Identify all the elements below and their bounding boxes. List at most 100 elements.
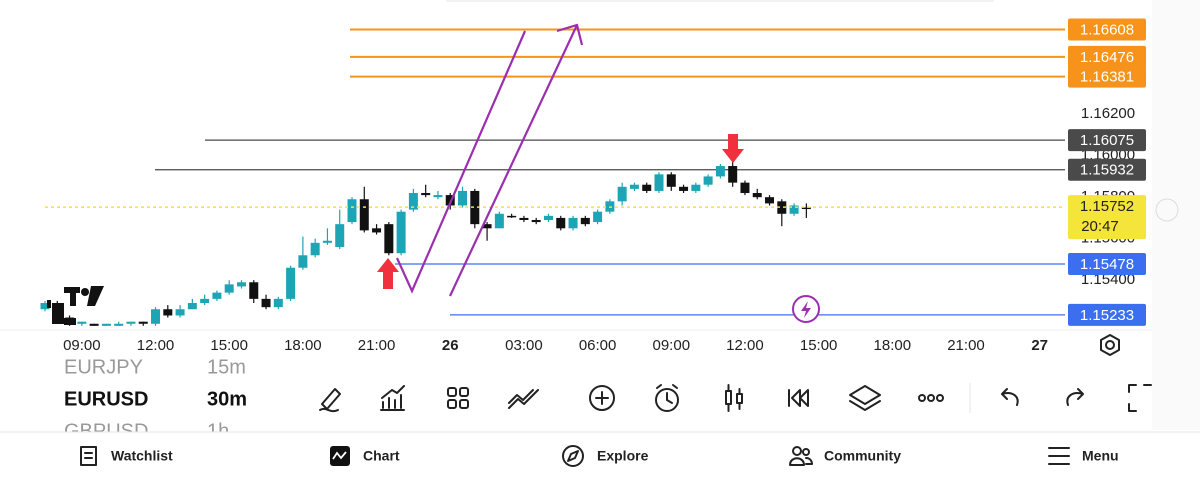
redo-icon[interactable] xyxy=(1066,388,1084,406)
candle-body xyxy=(298,255,308,268)
x-tick-label: 12:00 xyxy=(137,337,175,354)
symbol-interval: 30m xyxy=(207,388,247,410)
symbol-interval: 1h xyxy=(207,420,229,442)
current-price-label: 1.15752 xyxy=(1080,198,1134,215)
candle-body xyxy=(322,240,332,243)
candle-body xyxy=(507,215,517,218)
x-tick-label: 12:00 xyxy=(726,337,764,354)
current-price-tag xyxy=(1068,195,1146,240)
candles-icon[interactable] xyxy=(725,384,743,412)
x-tick-label: 18:00 xyxy=(874,337,912,354)
side-handle[interactable] xyxy=(1155,198,1179,222)
candle-body xyxy=(347,199,357,223)
price-tag-label: 1.15932 xyxy=(1080,162,1134,179)
candle-body xyxy=(359,199,369,231)
alarm-icon[interactable] xyxy=(655,384,679,412)
candle-body xyxy=(310,242,320,256)
x-tick-label: 21:00 xyxy=(947,337,985,354)
trend-line xyxy=(395,30,527,294)
candle-body xyxy=(642,184,652,191)
x-tick-label: 09:00 xyxy=(653,337,691,354)
candle-body xyxy=(691,184,701,191)
candle-body xyxy=(40,303,50,310)
nav-labels: Watchlist Chart Explore Community Menu xyxy=(111,448,1119,464)
candle-body xyxy=(421,193,431,196)
candle-body xyxy=(77,321,87,324)
bottom-nav xyxy=(0,432,1200,480)
nav-label[interactable]: Menu xyxy=(1082,448,1119,464)
x-tick-label: 27 xyxy=(1031,337,1048,354)
more-icon[interactable] xyxy=(918,394,944,402)
draw-icon[interactable] xyxy=(319,388,341,413)
nav-icons xyxy=(80,445,1070,467)
trend-arrow xyxy=(449,24,578,297)
price-tag-label: 1.15233 xyxy=(1080,307,1134,324)
price-tag-label: 1.16075 xyxy=(1080,132,1134,149)
nav-label[interactable]: Chart xyxy=(363,448,400,464)
candle-body xyxy=(531,220,541,223)
price-tag xyxy=(1068,45,1146,68)
candle-body xyxy=(273,298,283,308)
candle-body xyxy=(666,174,676,187)
candle-body xyxy=(629,184,639,189)
fullscreen-icon[interactable] xyxy=(1128,384,1152,412)
candle-body xyxy=(568,217,578,229)
candle-body xyxy=(236,282,246,287)
candle-body xyxy=(187,303,197,310)
candle-body xyxy=(249,282,259,299)
candle-body xyxy=(335,224,345,247)
candle-body xyxy=(593,211,603,223)
candle-body xyxy=(224,284,234,293)
templates-icon[interactable] xyxy=(447,387,469,409)
candle-body xyxy=(396,211,406,254)
candle-body xyxy=(728,166,738,183)
nav-label[interactable]: Community xyxy=(824,448,901,464)
candle-body xyxy=(715,166,725,177)
candle-body xyxy=(151,309,161,324)
replay-icon[interactable] xyxy=(788,389,809,407)
candle-body xyxy=(556,217,566,229)
candle-body xyxy=(200,298,210,304)
candle-body xyxy=(654,174,664,191)
x-tick-label: 15:00 xyxy=(800,337,838,354)
price-tag xyxy=(1068,158,1146,181)
candle-body xyxy=(470,190,480,225)
candle-body xyxy=(482,224,492,229)
price-tag xyxy=(1068,18,1146,41)
nav-label[interactable]: Watchlist xyxy=(111,448,173,464)
arrow-up xyxy=(377,258,399,289)
y-tick-label: 1.15400 xyxy=(1081,271,1135,288)
x-tick-label: 21:00 xyxy=(358,337,396,354)
logo xyxy=(47,286,104,325)
candle-body xyxy=(580,217,590,225)
symbol-interval: 15m xyxy=(207,356,246,378)
candle-body xyxy=(89,323,99,326)
symbol-name: EURJPY xyxy=(64,356,143,378)
compare-icon[interactable] xyxy=(508,389,539,409)
x-tick-label: 18:00 xyxy=(284,337,322,354)
candle-body xyxy=(494,213,504,229)
add-icon[interactable] xyxy=(589,385,615,411)
candle-body xyxy=(384,224,394,254)
symbol-name: EURUSD xyxy=(64,388,148,410)
candle-body xyxy=(777,201,787,214)
y-tick-label: 1.16200 xyxy=(1081,105,1135,122)
nav-label[interactable]: Explore xyxy=(597,448,649,464)
price-tag-label: 1.16381 xyxy=(1080,69,1134,86)
indicators-icon[interactable] xyxy=(380,385,405,411)
bolt xyxy=(801,301,811,318)
candle-body xyxy=(752,193,762,198)
arrow-down xyxy=(722,134,744,163)
layers-icon[interactable] xyxy=(849,385,881,411)
symbol-list[interactable]: EURJPY 15m EURUSD 30m GBPUSD 1h xyxy=(64,356,247,442)
undo-icon[interactable] xyxy=(1001,388,1019,406)
settings-icon[interactable] xyxy=(1100,334,1120,356)
candle-body xyxy=(617,186,627,202)
candle-body xyxy=(126,321,136,324)
x-tick-label: 09:00 xyxy=(63,337,101,354)
candle-body xyxy=(433,195,443,198)
candle-body xyxy=(212,292,222,299)
